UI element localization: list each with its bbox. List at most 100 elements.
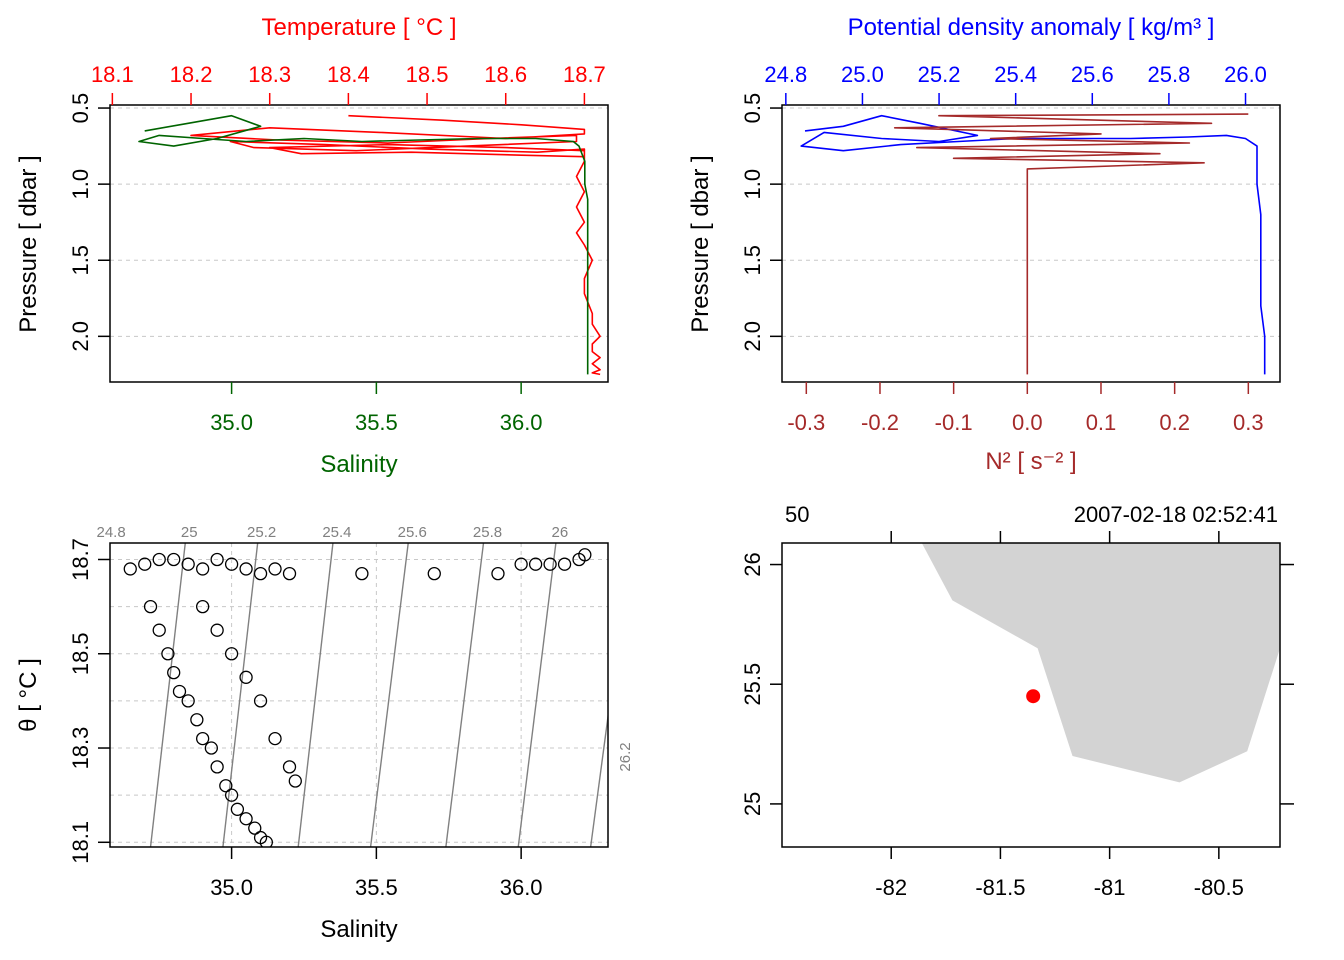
- p4-lon-tick-label-2: -81: [1094, 875, 1126, 900]
- p1-series-temperature: [190, 114, 601, 376]
- p1-grid: [110, 107, 608, 337]
- p4-lon-tick-label-3: -80.5: [1194, 875, 1244, 900]
- p3-point-27: [190, 713, 204, 727]
- p3-point-10: [268, 562, 282, 576]
- p2-dens-tick-label-0: 24.8: [764, 62, 807, 87]
- p1-temp-tick-label-3: 18.4: [327, 62, 370, 87]
- p2-n2-tick-label-5: 0.2: [1159, 410, 1190, 435]
- p3-point-37: [259, 835, 273, 847]
- p1-top-axis-title: Temperature [ °C ]: [262, 14, 457, 41]
- p1-temp-tick-label-6: 18.7: [563, 62, 606, 87]
- p3-point-40: [224, 647, 239, 661]
- p3-point-45: [288, 774, 302, 788]
- p3-point-43: [268, 731, 282, 746]
- p3-theta-tick-label-0: 18.1: [68, 821, 93, 864]
- p1-pres-tick-label-2: 1.5: [68, 245, 93, 276]
- p3-y-axis-title: θ [ °C ]: [15, 658, 42, 732]
- p3-point-30: [210, 760, 224, 774]
- p3-isopycnal-6: [517, 543, 557, 847]
- p2-pres-tick-label-3: 2.0: [740, 321, 765, 352]
- p1-lines: [138, 114, 601, 376]
- p3-isopycnal-label-0: 24.8: [97, 524, 126, 541]
- p1-temp-tick-label-4: 18.5: [406, 62, 449, 87]
- p3-isopycnal-2: [222, 543, 259, 847]
- p3-isopycnal-3: [297, 543, 334, 847]
- p4-lat-tick-label-2: 26: [740, 552, 765, 576]
- p3-isopycnal-5: [445, 543, 485, 847]
- p2-n2-tick-label-4: 0.1: [1086, 410, 1117, 435]
- p1-temp-tick-label-1: 18.2: [170, 62, 213, 87]
- p3-sal-tick-label-0: 35.0: [210, 875, 253, 900]
- p2-dens-tick-label-6: 26.0: [1224, 62, 1267, 87]
- p3-point-16: [528, 557, 543, 571]
- p2-dens-tick-label-4: 25.6: [1071, 62, 1114, 87]
- p3-point-25: [172, 684, 187, 699]
- p1-pressure-axis: 0.5 1.0 1.5 2.0: [68, 93, 110, 352]
- p3-point-20: [578, 548, 592, 562]
- p4-longitude-axis: -82 -81.5 -81 -80.5: [875, 847, 1244, 900]
- p1-series-salinity: [138, 114, 589, 375]
- p3-isopycnal-label-7: 26.2: [617, 742, 634, 771]
- p1-salinity-axis: 35.0 35.5 36.0: [210, 382, 543, 435]
- p3-isopycnals: [69, 543, 608, 847]
- p3-point-26: [181, 694, 195, 708]
- p2-lines: [800, 113, 1266, 375]
- p1-y-axis-title: Pressure [ dbar ]: [15, 155, 42, 332]
- p3-point-1: [138, 557, 152, 571]
- p3-grid: [110, 543, 608, 847]
- p3-point-31: [219, 779, 233, 793]
- p2-pressure-axis: 0.5 1.0 1.5 2.0: [740, 93, 782, 352]
- p2-n2-tick-label-6: 0.3: [1233, 410, 1264, 435]
- p2-n2-axis: -0.3 -0.2 -0.1 0.0 0.1 0.2 0.3: [787, 382, 1264, 435]
- p2-dens-tick-label-3: 25.4: [994, 62, 1037, 87]
- p1-sal-tick-label-0: 35.0: [210, 410, 253, 435]
- p4-lat-tick-label-0: 25: [740, 792, 765, 816]
- p2-n2-tick-label-1: -0.2: [861, 410, 899, 435]
- p3-point-33: [230, 802, 245, 816]
- p2-y-axis-title: Pressure [ dbar ]: [687, 155, 714, 332]
- p2-grid: [782, 107, 1280, 337]
- p3-point-21: [143, 599, 158, 614]
- p3-point-9: [253, 566, 268, 581]
- p4-latitude-axis: 25 25.5 26: [740, 552, 782, 816]
- p1-bottom-axis-title: Salinity: [320, 451, 397, 478]
- p3-isopycnal-0: [69, 543, 107, 847]
- p2-n2-tick-label-2: -0.1: [935, 410, 973, 435]
- panel-ts-profile: 18.1 18.2 18.3 18.4 18.5 18.6 18.7 35.0 35.5 36.…: [15, 14, 609, 478]
- p3-theta-tick-label-1: 18.3: [68, 727, 93, 770]
- p2-pres-tick-label-0: 0.5: [740, 93, 765, 124]
- p3-isopycnal-label-3: 25.4: [322, 524, 351, 541]
- p4-timestamp: 2007-02-18 02:52:41: [1074, 502, 1278, 527]
- p3-point-38: [196, 599, 210, 614]
- p2-series-N2: [893, 113, 1249, 375]
- p3-point-13: [427, 566, 441, 581]
- p3-point-42: [253, 694, 268, 708]
- p3-points: [123, 548, 592, 847]
- p3-point-29: [204, 741, 218, 755]
- p3-point-23: [161, 647, 175, 661]
- p3-point-34: [239, 812, 253, 826]
- p1-sal-tick-label-1: 35.5: [355, 410, 398, 435]
- p3-point-4: [181, 557, 195, 571]
- p3-sal-tick-label-2: 36.0: [500, 875, 543, 900]
- p3-theta-axis: 18.1 18.3 18.5 18.7: [68, 538, 110, 864]
- p3-theta-tick-label-2: 18.5: [68, 632, 93, 675]
- p3-point-18: [557, 557, 572, 571]
- p3-point-17: [543, 557, 557, 571]
- p4-frame: [781, 542, 1281, 848]
- p2-dens-tick-label-1: 25.0: [841, 62, 884, 87]
- panel-density-profile: 24.8 25.0 25.2 25.4 25.6 25.8 26.0 -0.3 -0.2 -0.…: [687, 14, 1281, 475]
- p3-point-12: [355, 566, 369, 581]
- p3-point-44: [282, 760, 297, 774]
- p3-point-28: [196, 731, 210, 746]
- p3-point-6: [210, 552, 224, 567]
- p3-point-15: [514, 557, 528, 571]
- p4-lon-tick-label-1: -81.5: [975, 875, 1025, 900]
- panel-ts-diagram: 24.8 25 25.2 25.4 25.6 25.8 26 26.2 35.0 35.5 36.…: [15, 524, 634, 943]
- panel-station-map: -82 -81.5 -81 -80.5 25 25.5 26 50 2007-02-18 …: [740, 502, 1294, 900]
- p2-frame: [781, 104, 1281, 383]
- p3-sal-tick-label-1: 35.5: [355, 875, 398, 900]
- p3-point-22: [152, 623, 166, 637]
- p3-point-2: [152, 552, 166, 567]
- p3-isopycnal-7: [589, 711, 608, 847]
